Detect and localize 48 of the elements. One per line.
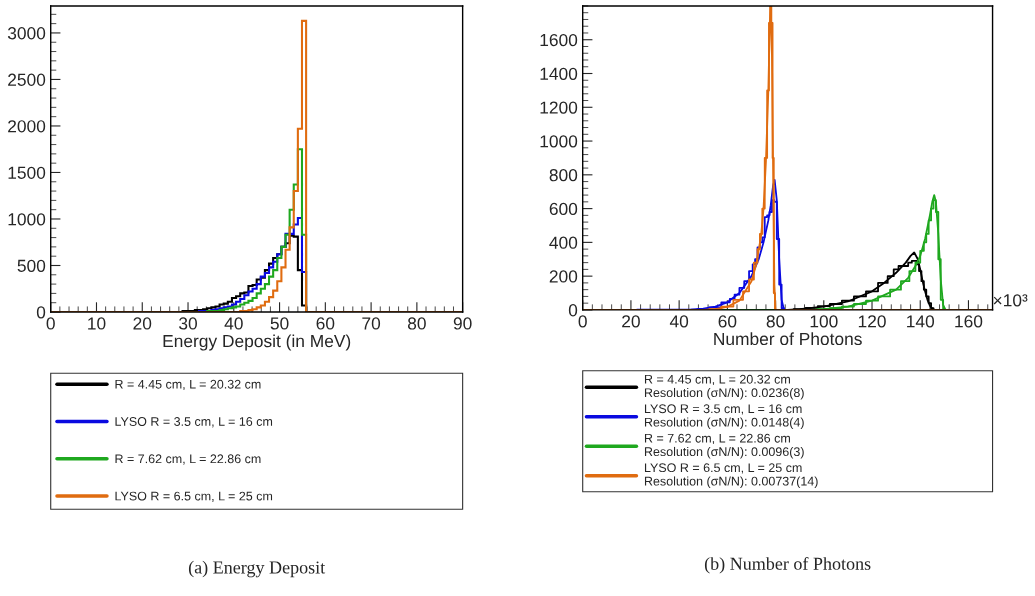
legend-label: LYSO R = 3.5 cm, L = 16 cm Resolution (σN/N): 0.0148(4) — [644, 404, 804, 430]
y-tick-label: 200 — [549, 270, 578, 283]
x-tick-label: 10 — [88, 317, 106, 330]
legend-label: LYSO R = 6.5 cm, L = 25 cm — [115, 491, 273, 502]
legend-label: R = 4.45 cm, L = 20.32 cm Resolution (σN/N): 0.0236(8) — [644, 374, 804, 400]
legend-label: R = 4.45 cm, L = 20.32 cm — [115, 379, 261, 391]
legend-label: LYSO R = 3.5 cm, L = 16 cm — [115, 417, 273, 428]
text: (b) Number of Photons — [704, 556, 871, 574]
y-tick-label: 1500 — [8, 166, 46, 179]
y-tick-label: 1000 — [540, 135, 578, 148]
x-tick-label: 60 — [316, 317, 335, 330]
x-tick-label: 20 — [133, 317, 152, 330]
text: ×10³ — [993, 294, 1028, 307]
y-tick-label: 1200 — [540, 101, 578, 114]
x-tick-label: 140 — [907, 315, 935, 328]
x-tick-label: 70 — [362, 317, 381, 330]
x-tick-label: 20 — [622, 315, 640, 328]
y-tick-label: 0 — [36, 306, 46, 319]
x-tick-label: 0 — [46, 317, 55, 330]
text: (a) Energy Deposit — [188, 560, 326, 578]
x-tick-label: 90 — [453, 317, 472, 330]
legend-label: LYSO R = 6.5 cm, L = 25 cm Resolution (σN/N): 0.00737(14) — [644, 463, 818, 489]
y-tick-label: 1600 — [540, 33, 578, 47]
x-tick-label: 0 — [578, 315, 587, 328]
x-tick-label: 120 — [858, 315, 886, 328]
y-tick-label: 400 — [549, 236, 578, 249]
y-tick-label: 500 — [17, 259, 46, 272]
x-tick-label: 80 — [407, 317, 426, 330]
x-tick-label: 30 — [179, 317, 197, 330]
x-tick-label: 50 — [270, 317, 289, 330]
y-tick-label: 800 — [549, 168, 578, 182]
y-tick-label: 600 — [549, 202, 578, 216]
y-tick-label: 2000 — [8, 120, 46, 133]
x-tick-label: 40 — [669, 315, 689, 328]
x-tick-label: 40 — [224, 317, 243, 330]
y-tick-label: 0 — [568, 304, 578, 317]
x-axis-title: Energy Deposit (in MeV) — [163, 334, 351, 351]
x-tick-label: 60 — [718, 315, 737, 328]
legend-label: R = 7.62 cm, L = 22.86 cm — [115, 454, 261, 465]
legend-label: R = 7.62 cm, L = 22.86 cm Resolution (σN/N): 0.0096(3) — [644, 433, 804, 459]
y-tick-label: 1000 — [8, 213, 46, 226]
x-axis-title: Number of Photons — [714, 332, 862, 346]
y-tick-label: 2500 — [8, 73, 46, 86]
x-tick-label: 160 — [955, 315, 983, 328]
x-tick-label: 80 — [766, 315, 785, 328]
x-tick-label: 100 — [810, 315, 838, 328]
y-tick-label: 3000 — [7, 27, 46, 40]
y-tick-label: 1400 — [540, 67, 578, 80]
